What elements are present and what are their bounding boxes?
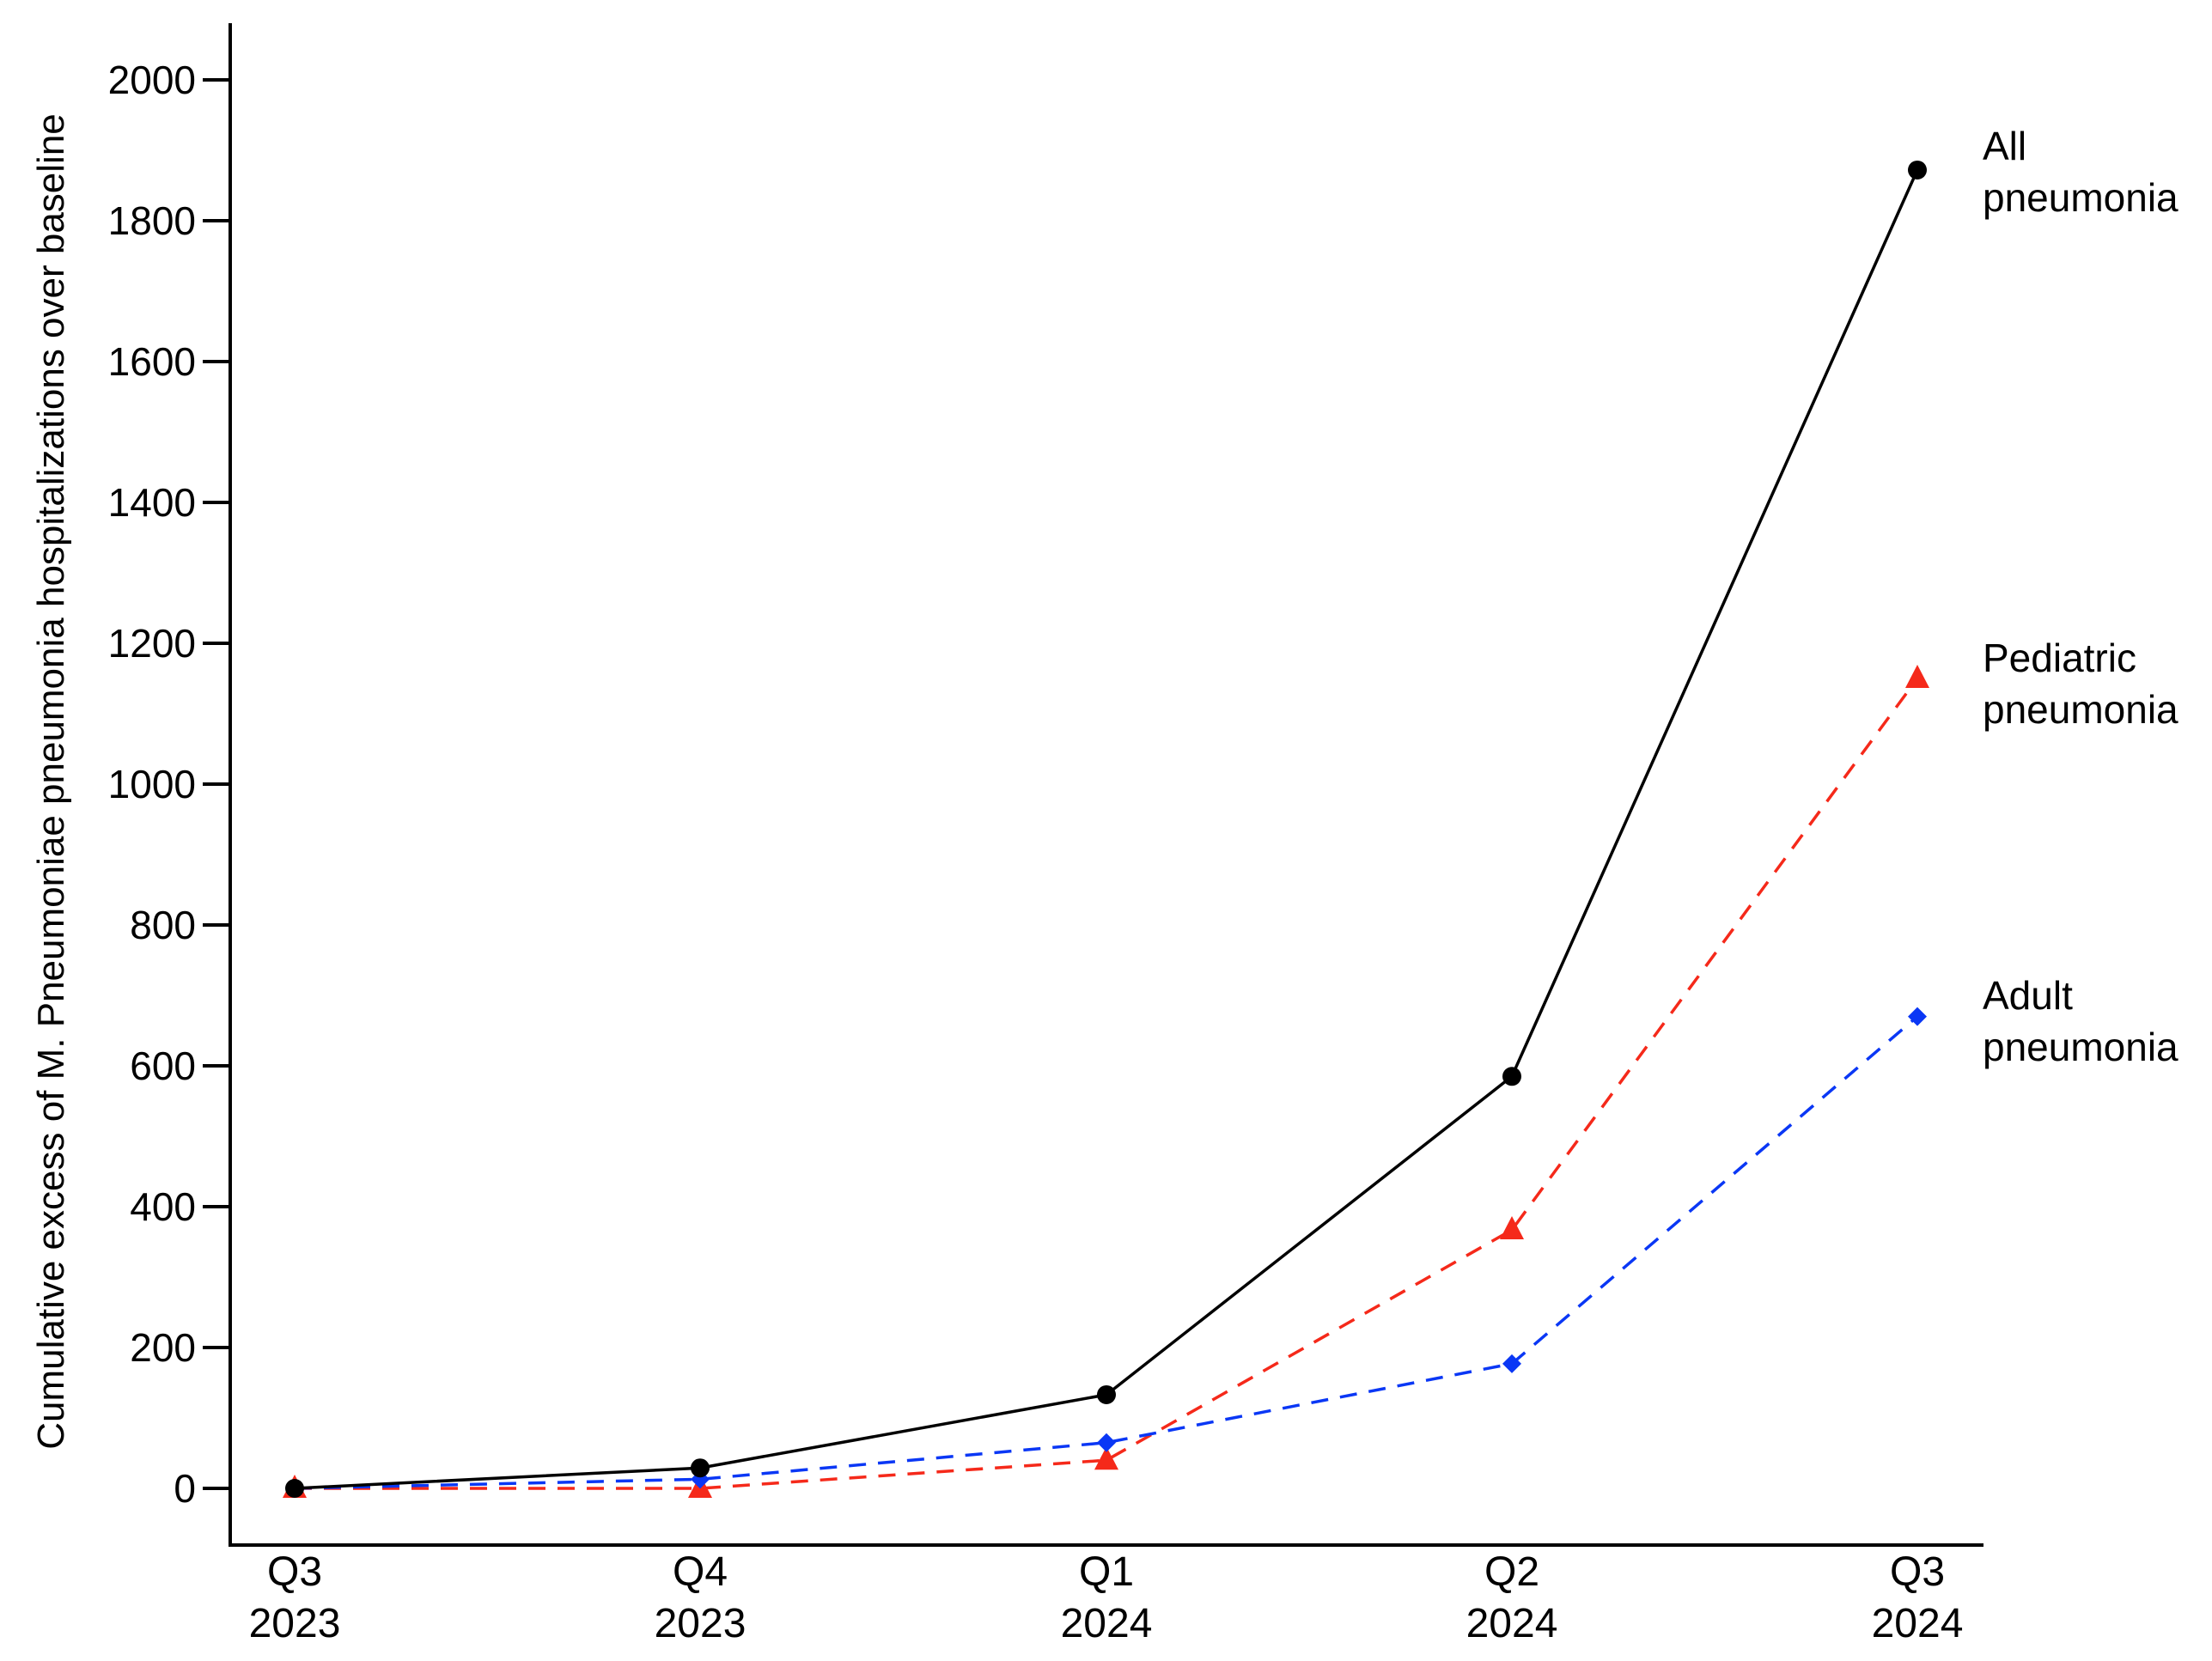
y-tick-label: 2000 — [108, 58, 196, 102]
y-tick-label: 1200 — [108, 621, 196, 666]
x-tick-year: 2024 — [1061, 1601, 1153, 1646]
series-label: pneumonia — [1983, 175, 2178, 220]
x-tick-year: 2023 — [655, 1601, 746, 1646]
circle-marker-icon — [1097, 1384, 1116, 1404]
diamond-marker-icon — [1502, 1354, 1521, 1373]
triangle-marker-icon — [1094, 1446, 1118, 1470]
y-tick-label: 800 — [130, 903, 196, 947]
triangle-marker-icon — [1500, 1216, 1524, 1240]
series-label: Adult — [1983, 973, 2073, 1018]
series-adult-pneumonia — [285, 1007, 1927, 1498]
circle-marker-icon — [285, 1479, 304, 1498]
x-tick-year: 2023 — [249, 1601, 341, 1646]
x-tick-quarter: Q4 — [673, 1549, 728, 1595]
x-tick-labels: Q3 2023 Q4 2023 Q1 2024 Q2 2024 Q3 2024 — [249, 1549, 1964, 1646]
x-tick-quarter: Q3 — [267, 1549, 322, 1595]
triangle-marker-icon — [1905, 665, 1929, 688]
y-tick-label: 600 — [130, 1043, 196, 1088]
x-tick-quarter: Q3 — [1890, 1549, 1945, 1595]
x-tick-quarter: Q1 — [1079, 1549, 1134, 1595]
series-line — [295, 677, 1919, 1490]
diamond-marker-icon — [1908, 1007, 1927, 1026]
series-pediatric-pneumonia — [283, 665, 1929, 1498]
y-tick-label: 1800 — [108, 198, 196, 243]
y-tick-label: 0 — [174, 1466, 196, 1511]
x-tick-quarter: Q2 — [1484, 1549, 1539, 1595]
y-axis-label: Cumulative excess of M. Pneumoniae pneum… — [30, 113, 72, 1450]
series-label: Pediatric — [1983, 636, 2136, 680]
x-tick-year: 2024 — [1466, 1601, 1558, 1646]
y-ticks: 0 200 400 600 800 1000 1200 1400 1600 1800 2000 — [108, 58, 230, 1511]
y-tick-label: 400 — [130, 1184, 196, 1229]
series-layer — [283, 160, 1929, 1498]
x-tick-year: 2024 — [1872, 1601, 1964, 1646]
series-line — [294, 1015, 1919, 1490]
y-tick-label: 1000 — [108, 762, 196, 806]
series-label: pneumonia — [1983, 1025, 2178, 1069]
series-label: pneumonia — [1983, 687, 2178, 732]
series-all-pneumonia — [285, 160, 1927, 1498]
circle-marker-icon — [1908, 160, 1927, 179]
y-tick-label: 1400 — [108, 480, 196, 525]
y-tick-label: 1600 — [108, 339, 196, 384]
diamond-marker-icon — [1097, 1433, 1116, 1452]
y-tick-label: 200 — [130, 1325, 196, 1370]
series-line — [294, 169, 1919, 1490]
circle-marker-icon — [691, 1458, 710, 1478]
axes: 0 200 400 600 800 1000 1200 1400 1600 1800 2000 Q3… — [30, 23, 1983, 1646]
series-label: All — [1983, 124, 2026, 168]
series-labels: All pneumonia Pediatric pneumonia Adult pneum… — [1983, 124, 2178, 1069]
circle-marker-icon — [1502, 1067, 1521, 1086]
